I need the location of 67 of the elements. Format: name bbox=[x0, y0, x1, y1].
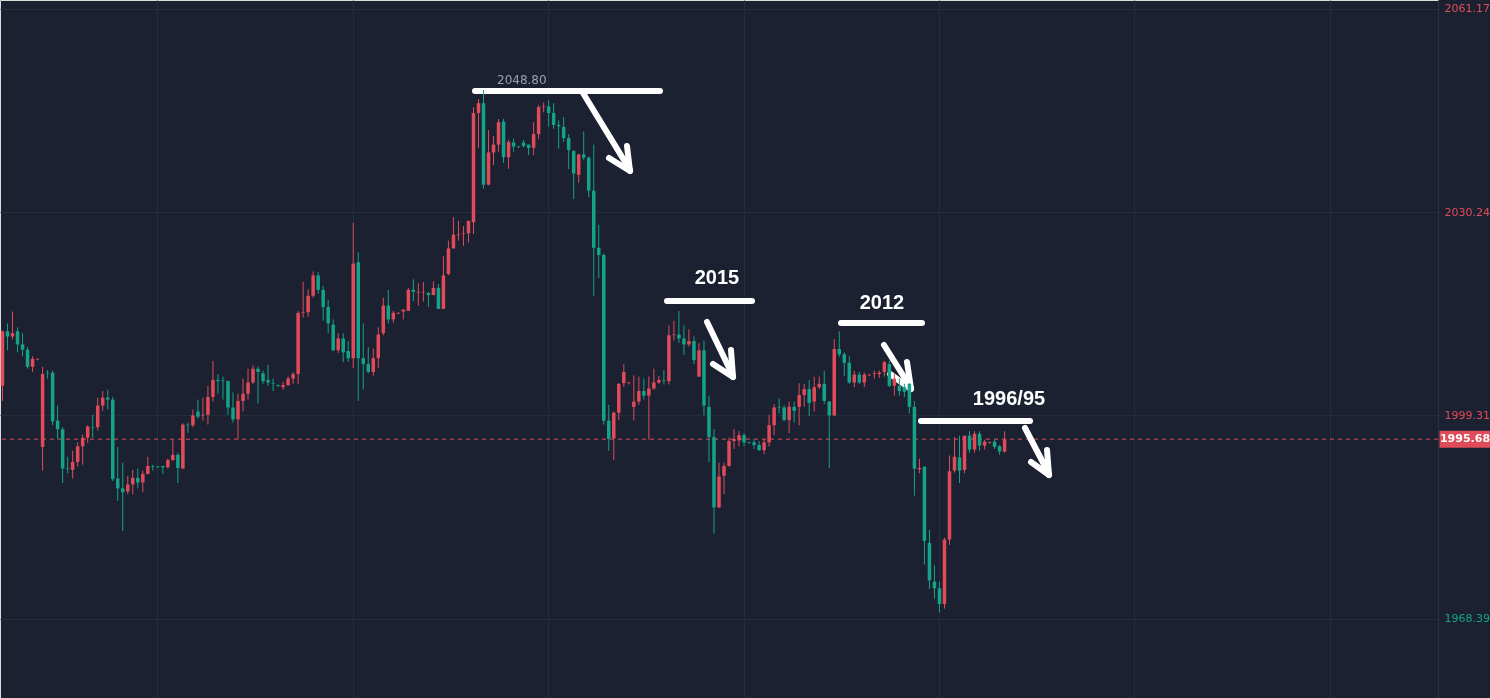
candlestick bbox=[812, 376, 816, 412]
candlestick bbox=[311, 270, 315, 299]
annotation: 2048.80 bbox=[497, 73, 547, 87]
candlestick bbox=[5, 322, 10, 351]
candlestick bbox=[90, 414, 95, 439]
candlestick bbox=[321, 285, 325, 322]
candlestick bbox=[131, 469, 135, 495]
candlestick bbox=[65, 456, 70, 474]
candlestick bbox=[632, 374, 636, 422]
ref-line-label: 1995.68 bbox=[1439, 432, 1490, 446]
candlestick bbox=[126, 475, 130, 495]
candlestick bbox=[842, 351, 847, 377]
candlestick bbox=[336, 332, 340, 354]
candlestick bbox=[757, 440, 761, 452]
candlestick bbox=[241, 378, 245, 412]
candlestick bbox=[461, 225, 466, 247]
candlestick bbox=[306, 288, 310, 318]
annotation: 2015 bbox=[694, 266, 740, 288]
candlestick bbox=[291, 371, 295, 385]
y-tick-label: 2061.17 bbox=[1444, 2, 1490, 16]
candlestick bbox=[581, 130, 586, 161]
candlestick bbox=[136, 468, 140, 489]
candlestick bbox=[787, 401, 791, 434]
candlestick bbox=[271, 378, 275, 392]
candlestick bbox=[772, 403, 776, 436]
candlestick bbox=[196, 399, 200, 420]
candlestick bbox=[326, 299, 330, 334]
annotation: 2012 bbox=[859, 291, 905, 313]
candlestick bbox=[692, 336, 696, 365]
candlestick bbox=[742, 432, 746, 447]
candlestick bbox=[657, 375, 661, 385]
candlestick bbox=[176, 452, 180, 484]
candlestick bbox=[682, 324, 686, 356]
y-tick-label: 1968.39 bbox=[1444, 612, 1490, 626]
candlestick bbox=[546, 100, 551, 128]
candlestick bbox=[807, 379, 811, 417]
candlestick bbox=[10, 311, 15, 340]
candlestick bbox=[301, 281, 305, 318]
candlestick bbox=[231, 391, 235, 424]
candlestick bbox=[822, 370, 826, 405]
candlestick bbox=[141, 470, 145, 493]
candlestick bbox=[256, 366, 260, 405]
candlestick bbox=[281, 381, 285, 391]
candlestick bbox=[20, 332, 25, 357]
candlestick bbox=[642, 378, 646, 401]
candlestick bbox=[722, 462, 726, 495]
candlestick bbox=[637, 376, 641, 406]
candlestick bbox=[957, 435, 962, 484]
candlestick bbox=[316, 271, 320, 295]
candlestick bbox=[797, 382, 801, 426]
candlestick bbox=[597, 224, 601, 279]
candlestick bbox=[121, 462, 125, 532]
candlestick bbox=[211, 360, 215, 403]
candlestick bbox=[607, 404, 611, 452]
candlestick bbox=[792, 401, 796, 424]
y-tick-label: 1999.31 bbox=[1444, 408, 1490, 422]
candlestick bbox=[652, 368, 656, 391]
candlestick bbox=[206, 385, 210, 426]
annotation: 1996/95 bbox=[972, 387, 1046, 409]
candlestick bbox=[837, 330, 841, 358]
candlestick bbox=[622, 363, 626, 388]
candlestick bbox=[251, 364, 255, 385]
candlestick bbox=[802, 383, 806, 408]
candlestick bbox=[246, 368, 250, 401]
y-tick-label: 2030.24 bbox=[1444, 205, 1490, 219]
candlestick bbox=[827, 400, 831, 469]
candlestick bbox=[687, 328, 691, 347]
